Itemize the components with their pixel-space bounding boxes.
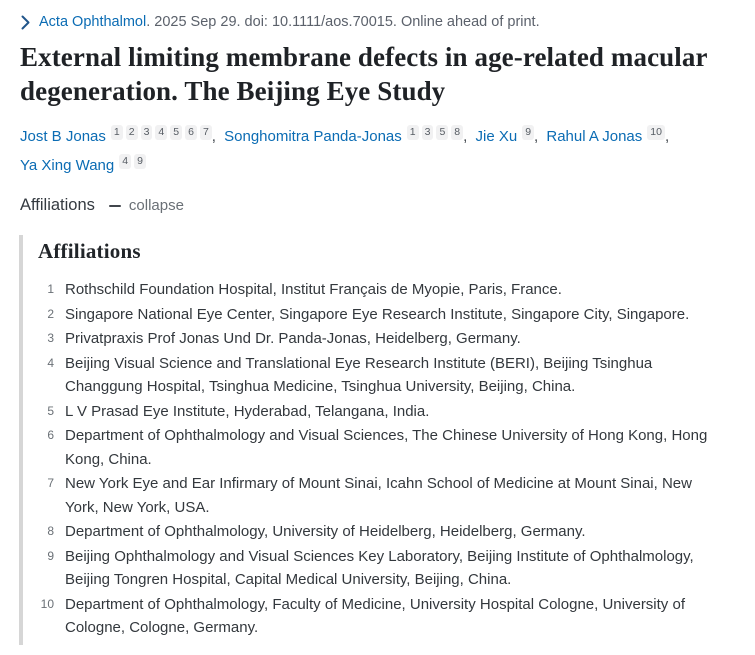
affiliation-text: L V Prasad Eye Institute, Hyderabad, Tel… (65, 402, 430, 420)
affiliation-item: 5 L V Prasad Eye Institute, Hyderabad, Te… (38, 400, 739, 424)
affiliation-text: Singapore National Eye Center, Singapore… (65, 305, 690, 323)
journal-link[interactable]: Acta Ophthalmol (39, 14, 147, 30)
affiliation-text: Beijing Visual Science and Translational… (65, 354, 653, 396)
author: Jost B Jonas 1 2 3 4 5 6 7, (20, 125, 216, 145)
author-affiliation-sup[interactable]: 8 (451, 125, 464, 140)
author-affiliation-sup[interactable]: 5 (170, 125, 183, 140)
author: Rahul A Jonas 10, (546, 125, 670, 145)
author-affiliation-sup[interactable]: 6 (185, 125, 197, 140)
author-link[interactable]: Rahul A Jonas (546, 128, 643, 145)
author-affiliation-sup[interactable]: 4 (119, 154, 132, 169)
affiliation-text: Rothschild Foundation Hospital, Institut… (65, 281, 562, 298)
affiliation-number: 1 (47, 282, 54, 296)
author-link[interactable]: Songhomitra Panda-Jonas (224, 128, 402, 145)
affiliation-text: New York Eye and Ear Infirmary of Mount … (65, 475, 692, 516)
affiliation-item: 2 Singapore National Eye Center, Singapor… (38, 303, 739, 327)
collapse-label: collapse (128, 197, 184, 214)
minus-icon (108, 204, 121, 207)
author-affiliation-sup[interactable]: 3 (140, 125, 153, 140)
author-separator: , (211, 128, 216, 145)
affiliation-text: Privatpraxis Prof Jonas Und Dr. Panda-Jo… (65, 330, 521, 347)
affiliations-list: 1 Rothschild Foundation Hospital, Institu… (38, 278, 739, 640)
affiliation-number: 6 (47, 428, 54, 442)
affiliation-number: 3 (47, 331, 54, 345)
affiliation-item: 8 Department of Ophthalmology, University… (38, 520, 739, 544)
affiliation-item: 3 Privatpraxis Prof Jonas Und Dr. Panda-J… (38, 327, 739, 351)
affiliation-number: 9 (47, 548, 54, 563)
author-affiliation-sup[interactable]: 9 (522, 125, 535, 140)
affiliation-text: Beijing Ophthalmology and Visual Science… (65, 547, 694, 589)
author-separator: , (534, 128, 539, 145)
author: Jie Xu 9, (475, 125, 539, 145)
affiliation-number: 4 (47, 355, 54, 370)
affiliation-number: 5 (47, 403, 54, 418)
author-affiliation-sup[interactable]: 7 (199, 125, 212, 140)
affiliations-heading: Affiliations (38, 239, 141, 263)
affiliation-number: 2 (47, 306, 54, 321)
author-separator: , (664, 128, 670, 145)
affiliation-number: 7 (47, 476, 54, 490)
affiliations-panel: Affiliations 1 Rothschild Foundation Hosp… (19, 235, 739, 645)
author-affiliation-sup[interactable]: 2 (125, 125, 138, 140)
author-affiliation-sup[interactable]: 1 (406, 125, 419, 140)
author-link[interactable]: Jost B Jonas (20, 128, 106, 145)
affiliations-toggle-row: Affiliations collapse (20, 196, 739, 215)
affiliation-text: Department of Ophthalmology, Faculty of … (65, 595, 685, 637)
page-title: External limiting membrane defects in ag… (20, 42, 708, 106)
author-affiliation-sup[interactable]: 1 (110, 125, 123, 140)
author: Ya Xing Wang 4 9 (20, 154, 146, 174)
affiliation-text: Department of Ophthalmology and Visual S… (65, 427, 708, 468)
author-link[interactable]: Ya Xing Wang (20, 157, 115, 174)
citation-text: . 2025 Sep 29. doi: 10.1111/aos.70015. O… (146, 14, 540, 30)
citation-bar: Acta Ophthalmol. 2025 Sep 29. doi: 10.11… (20, 14, 739, 30)
author-affiliation-sup[interactable]: 10 (647, 125, 665, 140)
author-link[interactable]: Jie Xu (475, 128, 518, 145)
author: Songhomitra Panda-Jonas 1 3 5 8, (224, 125, 468, 145)
author-affiliation-sup[interactable]: 3 (421, 125, 434, 140)
journal-chevron-icon[interactable] (20, 15, 31, 30)
author-affiliation-sup[interactable]: 4 (155, 125, 168, 140)
author-separator: , (463, 128, 468, 145)
affiliation-item: 6 Department of Ophthalmology and Visual … (38, 424, 739, 471)
affiliation-number: 8 (47, 524, 54, 538)
authors-list: Jost B Jonas 1 2 3 4 5 6 7, Songhomitra Panda-J… (20, 122, 735, 180)
affiliations-toggle-label: Affiliations (20, 196, 95, 214)
collapse-button[interactable]: collapse (108, 197, 184, 214)
affiliation-item: 10 Department of Ophthalmology, Faculty o… (38, 593, 739, 640)
author-affiliation-sup[interactable]: 5 (436, 125, 449, 140)
affiliation-number: 10 (40, 596, 54, 611)
affiliation-item: 9 Beijing Ophthalmology and Visual Scienc… (38, 545, 739, 592)
affiliation-item: 7 New York Eye and Ear Infirmary of Mount… (38, 472, 739, 519)
affiliation-item: 4 Beijing Visual Science and Translationa… (38, 352, 739, 399)
author-affiliation-sup[interactable]: 9 (134, 154, 146, 169)
affiliation-item: 1 Rothschild Foundation Hospital, Institu… (38, 278, 739, 302)
affiliation-text: Department of Ophthalmology, University … (65, 523, 586, 540)
